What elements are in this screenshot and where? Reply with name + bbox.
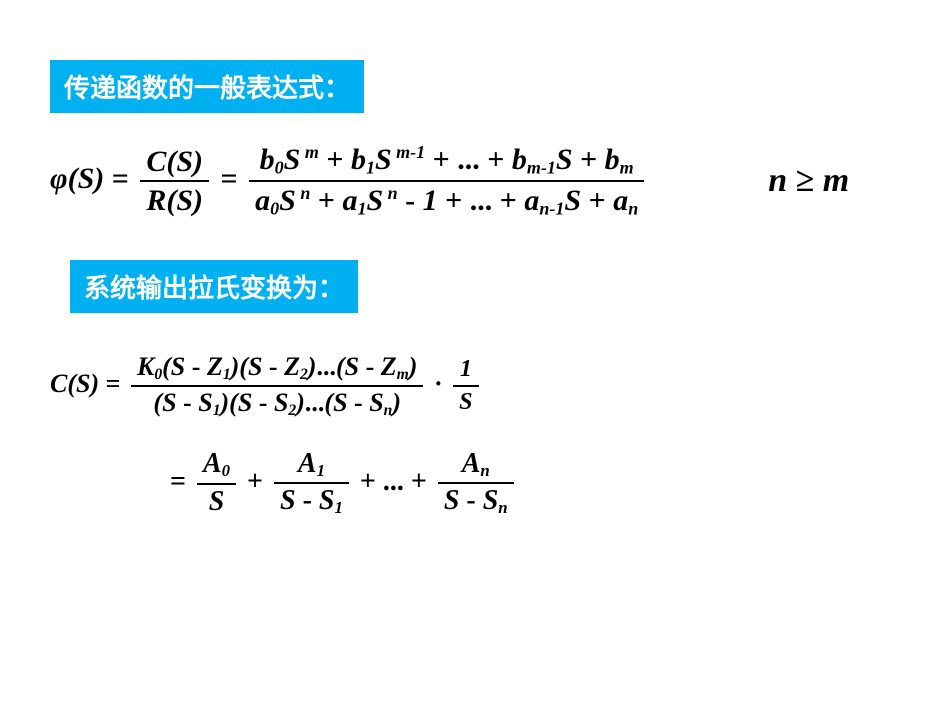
equation-1: φ(S) = C(S) R(S) = b0S m + b1S m-1 + ...… [50, 143, 648, 220]
eq3-term-0-den: S [197, 485, 236, 518]
eq2-lhs: C(S) [50, 369, 99, 398]
eq2-tail-num: 1 [453, 356, 478, 386]
equation-3: = A0 S + A1 S - S1 + ... + An S - Sn [170, 449, 900, 518]
slide-root: 传递函数的一般表达式： φ(S) = C(S) R(S) = b0S m + b… [0, 0, 950, 713]
equals-sign: = [170, 466, 193, 497]
eq1-frac-cs-rs: C(S) R(S) [140, 145, 209, 217]
equation-2: C(S) = K0(S - Z1)(S - Z2)...(S - Zm) (S … [50, 353, 900, 419]
eq3-term-0: A0 S [197, 449, 236, 517]
heading-transfer-function: 传递函数的一般表达式： [50, 60, 364, 113]
equation-1-row: φ(S) = C(S) R(S) = b0S m + b1S m-1 + ...… [50, 143, 900, 220]
eq3-term-0-num: A0 [197, 449, 236, 485]
heading-output-laplace: 系统输出拉氏变换为： [70, 260, 358, 313]
plus-sign: + [247, 466, 270, 497]
eq2-tail-den: S [453, 387, 478, 415]
eq3-term-1-num: A1 [274, 449, 349, 485]
eq3-term-n-den: S - Sn [438, 484, 514, 518]
eq3-term-n: An S - Sn [438, 449, 514, 518]
equals-sign: = [112, 162, 137, 195]
equals-sign: = [221, 162, 246, 195]
eq2-tail-frac: 1 S [453, 356, 478, 415]
cdot: · [434, 369, 449, 398]
eq2-main-num: K0(S - Z1)(S - Z2)...(S - Zm) [131, 353, 423, 387]
plus-dots: + ... + [360, 466, 434, 497]
eq1-main-num: b0S m + b1S m-1 + ... + bm-1S + bm [249, 143, 644, 182]
eq1-frac-den: R(S) [140, 182, 209, 217]
eq1-frac-num: C(S) [140, 145, 209, 182]
eq2-main-den: (S - S1)(S - S2)...(S - Sn) [131, 387, 423, 419]
eq1-main-frac: b0S m + b1S m-1 + ... + bm-1S + bm a0S n… [249, 143, 644, 220]
eq1-main-den: a0S n + a1S n - 1 + ... + an-1S + an [249, 182, 644, 219]
eq2-main-frac: K0(S - Z1)(S - Z2)...(S - Zm) (S - S1)(S… [131, 353, 423, 419]
eq3-term-n-num: An [438, 449, 514, 485]
heading2-wrapper: 系统输出拉氏变换为： [50, 260, 900, 313]
side-condition: n ≥ m [768, 162, 849, 200]
eq3-term-1-den: S - S1 [274, 484, 349, 518]
eq3-term-1: A1 S - S1 [274, 449, 349, 518]
equals-sign: = [106, 369, 127, 398]
eq1-lhs: φ(S) [50, 162, 104, 195]
